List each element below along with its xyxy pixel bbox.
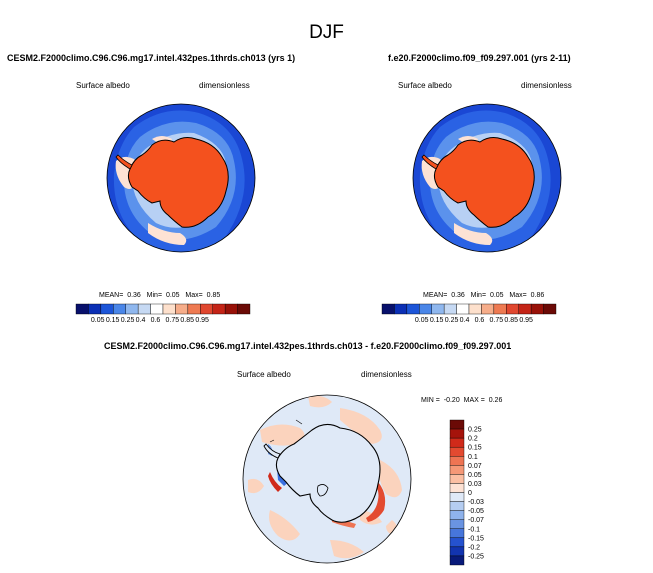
- panel3-colorbar-box: [449, 474, 465, 484]
- panel3-colorbar-tick-label: 0.25: [468, 427, 482, 434]
- panel3-colorbar-tick-label: -0.15: [468, 535, 484, 542]
- panel1-colorbar-tick-label: 0.95: [195, 317, 209, 324]
- panel2-min: 0.05: [489, 292, 504, 299]
- panel3-colorbar-box: [449, 456, 465, 466]
- panel3-colorbar-box: [449, 501, 465, 511]
- panel3-colorbar-box: [449, 437, 465, 448]
- panel3-colorbar-tick-label: -0.03: [468, 499, 484, 506]
- panel1-stats: MEAN= 0.36 Min= 0.05 Max= 0.85: [99, 292, 220, 299]
- panel3-variable: Surface albedo: [237, 370, 291, 379]
- panel3-stats: MIN = -0.20 MAX = 0.26: [421, 397, 502, 404]
- panel3-colorbar-box: [449, 528, 465, 539]
- panel2-colorbar-tick-label: 0.95: [519, 317, 533, 324]
- panel1-colorbar-box: [237, 303, 251, 315]
- panel1-title: CESM2.F2000climo.C96.C96.mg17.intel.432p…: [7, 53, 296, 63]
- panel3-max-label: MAX =: [463, 397, 485, 404]
- panel2-colorbar-tick-label: 0.25: [444, 317, 459, 324]
- panel1-min: 0.05: [165, 292, 180, 299]
- panel2-title: f.e20.F2000climo.f09_f09.297.001 (yrs 2-…: [388, 53, 571, 63]
- panel3-colorbar-box: [449, 465, 465, 475]
- panel2-units: dimensionless: [521, 81, 572, 90]
- panel2-map: [381, 103, 562, 315]
- panel3-colorbar-box: [449, 555, 465, 566]
- panel1-colorbar-labels: 0.05 0.15 0.25 0.4 0.6 0.75 0.85 0.95: [76, 303, 258, 325]
- panel3-colorbar-box: [449, 446, 465, 457]
- panel1-colorbar-tick-label: 0.15: [105, 317, 120, 324]
- panel1-mean-label: MEAN=: [99, 292, 124, 299]
- panel2-colorbar-box: [543, 303, 557, 315]
- panel3-colorbar-tick-label: -0.2: [468, 544, 480, 551]
- panel1-colorbar-tick-label: 0.4: [135, 317, 146, 324]
- panel3-colorbar-tick-label: 0.03: [468, 481, 482, 488]
- panel3-colorbar-tick-label: 0.1: [468, 454, 478, 461]
- panel3-colorbar-box: [449, 492, 465, 502]
- panel1-colorbar-tick-label: 0.85: [180, 317, 195, 324]
- panel3-min-label: MIN =: [421, 397, 440, 404]
- panel2-colorbar-tick-label: 0.15: [429, 317, 444, 324]
- panel3-colorbar-tick-label: 0.07: [468, 463, 482, 470]
- panel1-variable: Surface albedo: [76, 81, 130, 90]
- panel3-colorbar-tick-label: 0.2: [468, 436, 478, 443]
- panel2-variable: Surface albedo: [398, 81, 452, 90]
- panel2-max-label: Max=: [509, 292, 527, 299]
- panel3-colorbar: 0.25 0.2 0.15 0.1 0.07 0.05 0.03 0 -0.03 -0.05 -0.…: [449, 419, 484, 566]
- panel2-colorbar-tick-label: 0.75: [489, 317, 504, 324]
- panel2-colorbar-labels: 0.05 0.15 0.25 0.4 0.6 0.75 0.85 0.95: [400, 303, 582, 325]
- panel2-colorbar-tick-label: 0.05: [414, 317, 429, 324]
- panel3-title: CESM2.F2000climo.C96.C96.mg17.intel.432p…: [104, 341, 512, 351]
- panel2-colorbar-tick-label: 0.6: [474, 317, 485, 324]
- panel2-mean: 0.36: [451, 292, 465, 299]
- panel2-colorbar-tick-label: 0.4: [459, 317, 470, 324]
- panel3-colorbar-tick-label: -0.1: [468, 526, 480, 533]
- panel2-max: 0.86: [530, 292, 545, 299]
- panel1-map: [75, 103, 256, 315]
- panel1-colorbar-tick-label: 0.6: [150, 317, 161, 324]
- panel2-colorbar-tick-label: 0.85: [504, 317, 519, 324]
- panel3-colorbar-box: [449, 510, 465, 520]
- panel1-min-label: Min=: [146, 292, 163, 299]
- panel3-colorbar-tick-label: 0.15: [468, 445, 482, 452]
- panel3-colorbar-box: [449, 428, 465, 439]
- panel2-colorbar-box: [381, 303, 395, 315]
- panel3-colorbar-box: [449, 546, 465, 557]
- panel3-colorbar-tick-label: -0.07: [468, 517, 484, 524]
- panel3-map: [242, 394, 412, 564]
- panel1-mean: 0.36: [127, 292, 141, 299]
- panel1-colorbar-tick-label: 0.75: [165, 317, 180, 324]
- panel2-mean-label: MEAN=: [423, 292, 448, 299]
- panel3-colorbar-box: [449, 519, 465, 529]
- panel3-max: 0.26: [488, 397, 503, 404]
- panel1-colorbar-tick-label: 0.05: [90, 317, 105, 324]
- panel3-min: -0.20: [443, 397, 460, 404]
- panel1-max-label: Max=: [185, 292, 203, 299]
- panel3-colorbar-tick-label: -0.05: [468, 508, 484, 515]
- panel1-units: dimensionless: [199, 81, 250, 90]
- panel2-min-label: Min=: [470, 292, 487, 299]
- panel3-colorbar-tick-label: 0: [468, 490, 472, 497]
- figure-title: DJF: [309, 22, 344, 43]
- panel3-colorbar-tick-label: -0.25: [468, 553, 484, 560]
- panel3-colorbar-box: [449, 419, 465, 430]
- panel3-colorbar-box: [449, 483, 465, 493]
- panel1-max: 0.85: [206, 292, 221, 299]
- panel3-colorbar-tick-label: 0.05: [468, 472, 482, 479]
- panel1-colorbar-tick-label: 0.25: [120, 317, 135, 324]
- panel3-units: dimensionless: [361, 370, 412, 379]
- panel2-stats: MEAN= 0.36 Min= 0.05 Max= 0.86: [423, 292, 544, 299]
- panel2-colorbar: [381, 303, 557, 315]
- panel1-colorbar: [75, 303, 251, 315]
- panel3-colorbar-box: [449, 537, 465, 548]
